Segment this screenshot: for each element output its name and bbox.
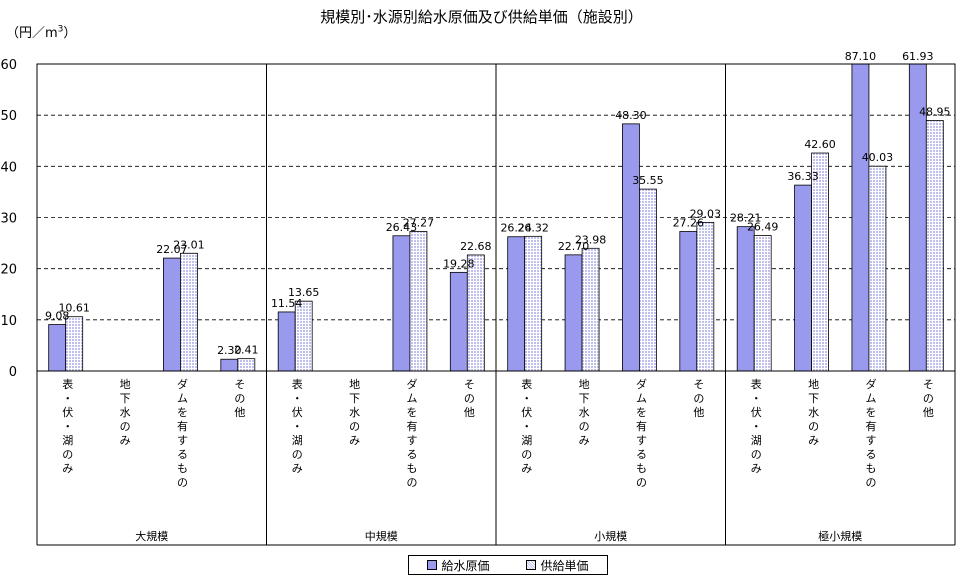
bar-cost: [392, 235, 411, 372]
bar-cost: [48, 324, 67, 372]
bar-cost: [507, 236, 526, 372]
category-label: その他: [464, 378, 475, 419]
y-tick-label: 60: [0, 58, 17, 73]
data-label: 87.10: [845, 50, 877, 63]
y-tick-label: 0: [9, 365, 17, 380]
data-label: 42.60: [804, 138, 836, 151]
legend-swatch-cost: [427, 560, 438, 570]
bar-supply: [696, 222, 715, 372]
category-label: ダムを有するもの: [865, 377, 876, 489]
bar-supply: [524, 235, 543, 372]
bar-cost: [564, 254, 583, 372]
bar-supply: [409, 231, 428, 372]
y-tick-label: 10: [0, 314, 17, 329]
bar-supply: [811, 152, 829, 372]
category-label: 地下水のみ: [579, 378, 590, 447]
data-label: 9.08: [45, 310, 70, 323]
data-label: 26.24: [500, 222, 532, 235]
category-label: 表・伏・湖のみ: [292, 377, 303, 475]
category-label: 地下水のみ: [120, 378, 131, 447]
bar-supply: [237, 358, 256, 372]
data-label: 11.54: [271, 297, 303, 310]
bar-supply: [180, 252, 198, 372]
bar-cost: [851, 63, 870, 372]
category-label: 表・伏・湖のみ: [62, 377, 73, 475]
category-label: 表・伏・湖のみ: [521, 377, 532, 475]
chart-title: 規模別･水源別給水原価及び供給単価（施設別）: [320, 8, 643, 26]
bar-supply: [294, 300, 313, 372]
legend-item-supply: 供給単価: [526, 557, 589, 574]
data-label: 26.43: [386, 221, 418, 234]
data-label: 61.93: [902, 50, 934, 63]
data-label: 48.30: [615, 109, 647, 122]
chart-legend: 給水原価 供給単価: [408, 555, 608, 575]
category-label: 地下水のみ: [808, 378, 819, 447]
category-label: 表・伏・湖のみ: [751, 377, 762, 475]
legend-label-cost: 給水原価: [441, 558, 490, 573]
data-label: 23.98: [575, 233, 607, 246]
y-tick-label: 50: [0, 109, 17, 124]
category-label: その他: [923, 378, 934, 419]
group-label: 中規模: [365, 529, 398, 543]
legend-swatch-supply: [526, 560, 537, 570]
data-label: 22.70: [558, 240, 590, 253]
category-label: その他: [693, 378, 704, 419]
legend-item-cost: 給水原価: [427, 557, 490, 574]
y-tick-label: 30: [0, 212, 17, 227]
data-label: 2.30: [217, 344, 242, 357]
category-label: ダムを有するもの: [177, 377, 188, 489]
data-label: 27.27: [403, 216, 435, 229]
data-label: 26.49: [747, 220, 779, 233]
group-label: 大規模: [135, 529, 168, 543]
data-label: 2.41: [234, 344, 259, 357]
data-label: 28.21: [730, 212, 762, 225]
data-label: 40.03: [862, 151, 894, 164]
y-tick-label: 40: [0, 160, 17, 175]
bar-supply: [466, 254, 485, 372]
data-label: 35.55: [632, 174, 664, 187]
category-label: その他: [234, 378, 245, 419]
bar-cost: [163, 257, 181, 372]
data-label: 22.07: [156, 243, 188, 256]
data-label: 27.26: [673, 217, 705, 230]
data-label: 13.65: [288, 286, 320, 299]
data-label: 29.03: [690, 207, 722, 220]
bar-cost: [622, 123, 640, 372]
bar-supply: [753, 235, 772, 372]
bar-supply: [581, 247, 600, 372]
bar-cost: [220, 358, 239, 372]
y-axis-unit-label: （円／m3）: [6, 24, 77, 41]
bar-supply: [65, 316, 84, 372]
category-label: ダムを有するもの: [406, 377, 417, 489]
bar-supply: [868, 165, 887, 372]
bar-cost: [736, 226, 755, 372]
data-label: 10.61: [58, 302, 90, 315]
data-label: 22.68: [460, 240, 492, 253]
bar-cost: [794, 184, 812, 372]
group-label: 小規模: [594, 529, 627, 543]
data-label: 19.28: [443, 257, 475, 270]
y-tick-label: 20: [0, 263, 17, 278]
data-label: 36.33: [787, 170, 819, 183]
category-label: 地下水のみ: [349, 378, 360, 447]
data-label: 26.32: [517, 221, 549, 234]
bar-supply: [639, 188, 657, 372]
bar-supply: [925, 120, 944, 372]
data-label: 23.01: [173, 238, 205, 251]
bar-cost: [277, 311, 296, 372]
data-label: 48.95: [919, 106, 951, 119]
bar-cost: [449, 271, 468, 372]
legend-label-supply: 供給単価: [540, 558, 589, 573]
category-label: ダムを有するもの: [636, 377, 647, 489]
bar-cost: [679, 231, 698, 372]
group-label: 極小規模: [818, 529, 862, 543]
